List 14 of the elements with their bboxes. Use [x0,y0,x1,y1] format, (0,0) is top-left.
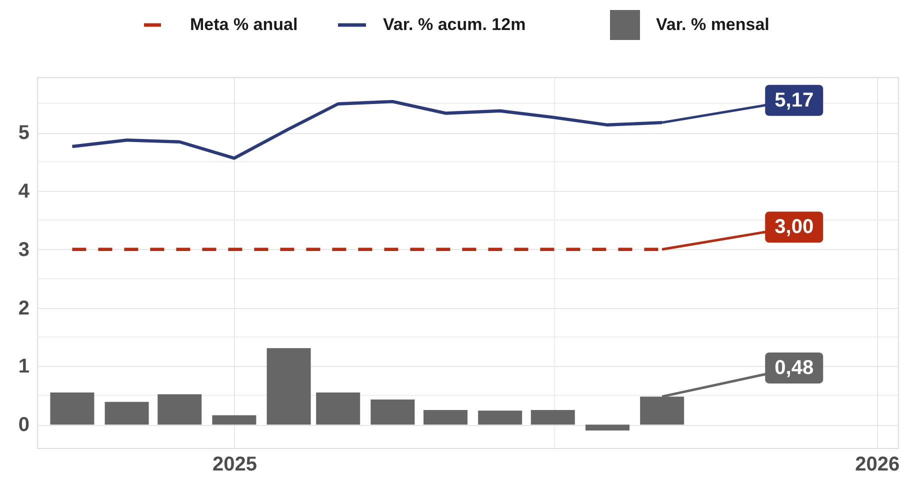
legend-label: Var. % mensal [656,15,770,34]
annotation: 0,48 [774,356,814,379]
annotation: 5,17 [774,89,814,112]
x-tick-label: 2026 [855,454,900,476]
x-tick-label: 2025 [212,454,257,476]
y-tick-label: 1 [18,356,30,378]
y-tick-label: 2 [18,297,30,320]
annotation: 3,00 [774,216,814,238]
y-tick-label: 5 [18,122,30,144]
legend-label: Var. % acum. 12m [383,15,526,34]
y-tick-label: 0 [18,414,30,436]
legend-label: Meta % anual [190,15,298,34]
y-tick-label: 3 [18,238,30,261]
y-tick-label: 4 [18,180,30,202]
